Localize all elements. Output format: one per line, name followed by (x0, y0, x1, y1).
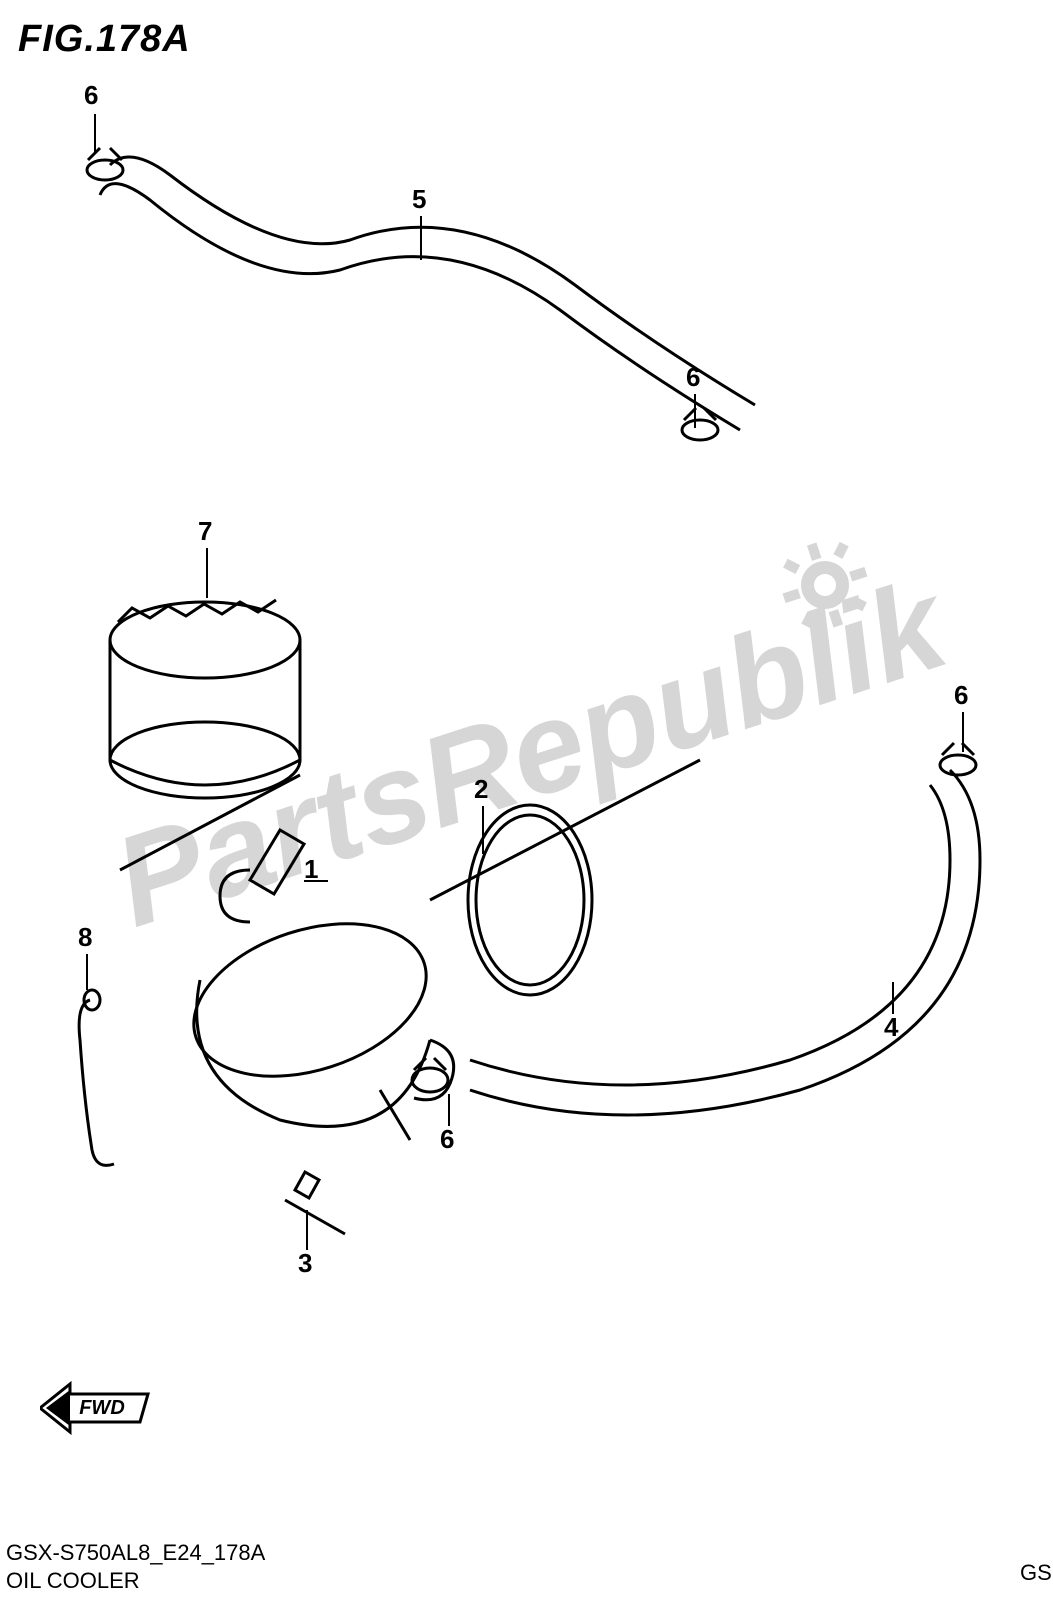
leader-line (86, 954, 88, 990)
callout-number: 4 (884, 1012, 898, 1043)
leader-line (448, 1094, 450, 1126)
callout-number: 3 (298, 1248, 312, 1279)
corner-code: GS (1020, 1560, 1052, 1586)
leader-line (420, 216, 422, 260)
footer-figure-name: OIL COOLER (6, 1568, 140, 1594)
leader-line (94, 114, 96, 154)
leader-line (892, 982, 894, 1014)
leader-line (304, 880, 328, 882)
footer-model-code: GSX-S750AL8_E24_178A (6, 1540, 265, 1566)
fwd-direction-badge: FWD (40, 1380, 150, 1436)
callout-number: 6 (686, 362, 700, 393)
leader-line (482, 806, 484, 854)
callout-number: 8 (78, 922, 92, 953)
leader-line (206, 548, 208, 598)
callout-number: 7 (198, 516, 212, 547)
diagram-lines (0, 0, 1053, 1600)
callout-number: 2 (474, 774, 488, 805)
callout-number: 6 (440, 1124, 454, 1155)
callout-number: 6 (954, 680, 968, 711)
callout-number: 6 (84, 80, 98, 111)
leader-line (962, 712, 964, 752)
callout-number: 5 (412, 184, 426, 215)
leader-line (306, 1210, 308, 1250)
fwd-label: FWD (79, 1397, 125, 1419)
leader-line (694, 394, 696, 428)
